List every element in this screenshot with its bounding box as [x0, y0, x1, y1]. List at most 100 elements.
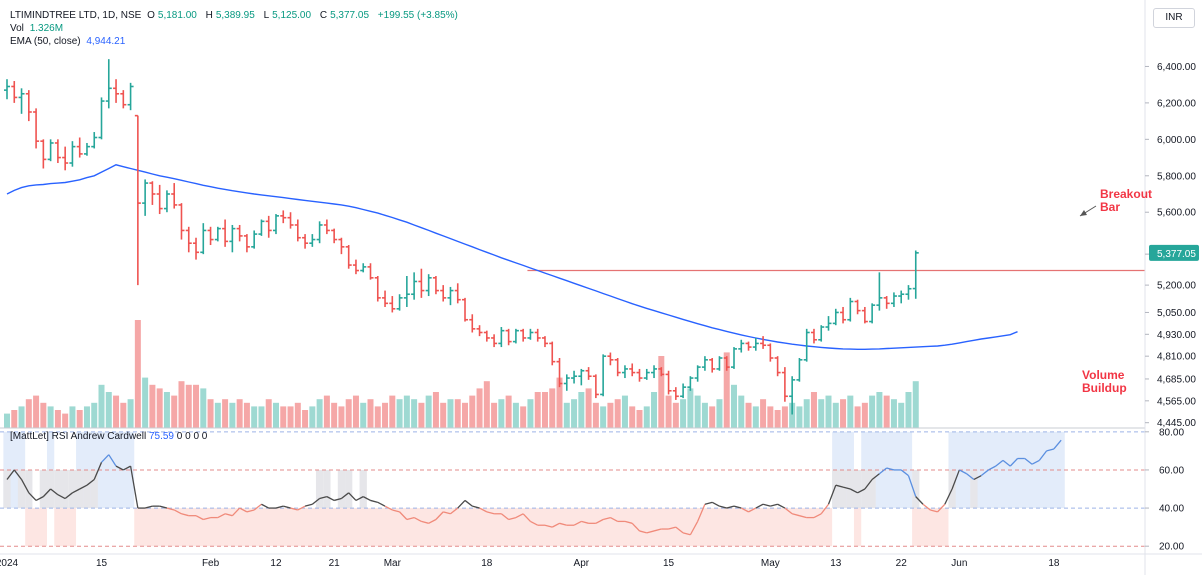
time-tick-label: 13 — [830, 558, 842, 569]
rsi-extra: 0 — [193, 431, 200, 442]
time-tick-label: Feb — [202, 558, 220, 569]
rsi-tick-label: 80.00 — [1159, 427, 1184, 438]
rsi-line-segment — [377, 501, 386, 507]
volume-bar — [527, 399, 534, 428]
volume-bar — [898, 402, 905, 428]
rsi-line-segment — [1009, 458, 1019, 467]
volume-bar — [91, 402, 98, 428]
volume-bar — [294, 402, 301, 428]
rsi-extra: 0 — [176, 431, 183, 442]
volume-bar — [40, 402, 47, 428]
rsi-line-segment — [50, 488, 59, 496]
rsi-legend: [MattLet] RSI Andrew Cardwell 75.59 0 0 … — [10, 431, 207, 442]
ohlc-low: L 5,125.00 — [263, 10, 312, 21]
volume-bar — [716, 399, 723, 428]
rsi-tick-label: 40.00 — [1159, 504, 1184, 515]
volume-bar — [643, 406, 650, 428]
price-tick-label: 4,810.00 — [1157, 352, 1196, 363]
rsi-line-segment — [995, 459, 1004, 467]
rsi-neutral-band — [68, 469, 77, 509]
rsi-zone-band — [134, 508, 833, 547]
rsi-line-segment — [864, 479, 873, 490]
rsi-line-segment — [878, 467, 888, 475]
volume-bar — [520, 406, 527, 428]
time-tick-label: May — [761, 558, 780, 569]
volume-bar — [447, 399, 454, 428]
rsi-line-segment — [123, 465, 131, 471]
rsi-neutral-band — [39, 469, 47, 509]
rsi-line-segment — [915, 496, 924, 505]
rsi-line-segment — [886, 467, 895, 471]
rsi-line-segment — [57, 494, 66, 500]
volume-bar — [687, 388, 694, 428]
rsi-line-segment — [421, 520, 429, 524]
rsi-zone-band — [912, 508, 949, 547]
rsi-line-segment — [733, 505, 742, 509]
volume-bar — [840, 399, 847, 428]
price-tick-label: 5,800.00 — [1157, 171, 1196, 182]
breakout-annotation: Bar — [1100, 200, 1120, 214]
volume-bar — [483, 381, 490, 428]
volume-value: 1.326M — [29, 23, 64, 34]
volume-bar — [578, 392, 585, 428]
rsi-line-segment — [348, 492, 357, 501]
volume-bar — [731, 384, 737, 428]
rsi-line-segment — [944, 488, 953, 505]
volume-bar — [113, 395, 120, 428]
price-tick-label: 4,930.00 — [1157, 330, 1196, 341]
volume-bar — [781, 406, 788, 428]
ema-legend: EMA (50, close) 4,944.21 — [10, 35, 128, 48]
rsi-neutral-band — [839, 469, 847, 509]
volume-bar — [367, 399, 374, 428]
volume-bar — [207, 399, 214, 428]
price-scale[interactable] — [1145, 0, 1202, 575]
rsi-line-segment — [326, 496, 335, 502]
volume-bar — [309, 406, 316, 428]
rsi-line-segment — [966, 473, 975, 480]
volume-bar — [287, 406, 294, 428]
rsi-neutral-band — [25, 469, 33, 509]
volume-bar — [476, 388, 483, 428]
rsi-line-segment — [362, 496, 371, 502]
volume-bar — [709, 406, 716, 428]
volume-bar — [825, 395, 832, 428]
rsi-line-segment — [755, 503, 764, 509]
rsi-line-segment — [719, 505, 727, 509]
volume-bar — [469, 395, 476, 428]
rsi-line-segment — [726, 505, 735, 509]
rsi-line-segment — [370, 499, 378, 503]
volume-bar — [425, 395, 432, 428]
volume-bar — [156, 388, 163, 428]
rsi-line-segment — [813, 513, 822, 519]
volume-bar — [636, 410, 643, 428]
volume-bar — [265, 399, 272, 428]
volume-bar — [18, 406, 25, 428]
volume-bar — [767, 406, 774, 428]
rsi-line-segment — [144, 505, 153, 509]
volume-bar — [149, 384, 156, 428]
volume-bar — [11, 410, 18, 428]
volume-bar — [142, 377, 149, 428]
rsi-line-segment — [581, 520, 589, 524]
rsi-line-segment — [231, 507, 241, 517]
volume-bar — [869, 395, 876, 428]
volume-bar — [396, 399, 403, 428]
rsi-line-segment — [217, 513, 226, 519]
rsi-line-segment — [835, 484, 844, 488]
volume-bar — [185, 384, 192, 428]
rsi-line-segment — [784, 507, 793, 515]
rsi-line-segment — [341, 492, 350, 500]
ohlc-change: +199.55 (+3.85%) — [377, 10, 458, 21]
volume-bar — [498, 399, 505, 428]
rsi-line-segment — [399, 511, 408, 520]
time-tick-label: 15 — [663, 558, 675, 569]
rsi-line-segment — [311, 498, 321, 505]
volume-bar — [403, 395, 410, 428]
currency-selector[interactable]: INR — [1153, 8, 1195, 28]
rsi-line-segment — [791, 513, 800, 517]
rsi-line-segment — [682, 532, 691, 536]
price-tick-label: 4,685.00 — [1157, 374, 1196, 385]
time-tick-label: 22 — [896, 558, 908, 569]
rsi-line-segment — [1031, 459, 1040, 465]
